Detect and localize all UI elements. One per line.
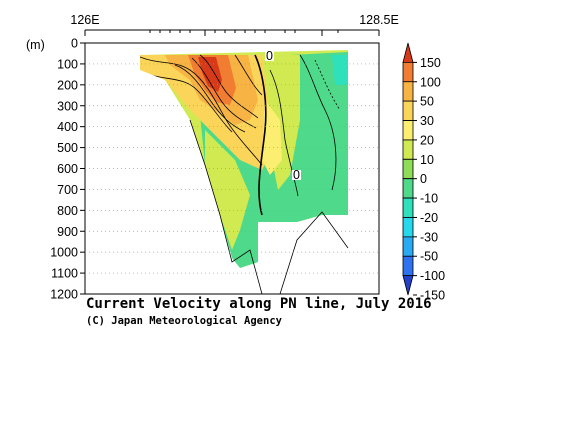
velocity-region [262, 100, 282, 175]
colorbar-label: 50 [420, 95, 434, 109]
colorbar-swatch [402, 236, 414, 257]
colorbar-label: -150 [420, 289, 445, 303]
colorbar-swatch [402, 217, 414, 238]
y-tick-label: 500 [57, 141, 78, 155]
contour-label-bg [292, 170, 301, 180]
velocity-contours [139, 54, 341, 216]
seafloor-line [279, 211, 349, 294]
top-axis-ticks [84, 30, 380, 36]
colorbar-label: -100 [420, 269, 445, 283]
colorbar-swatch [402, 139, 414, 160]
y-tick-label: 1100 [51, 267, 78, 281]
velocity-field-shading [140, 50, 348, 268]
colorbar-label: -10 [420, 192, 438, 206]
y-tick-label: 900 [57, 225, 78, 239]
y-tick-label: 100 [57, 57, 78, 71]
colorbar-swatch [402, 120, 414, 141]
bottom-topography [85, 70, 349, 294]
chart-title: Current Velocity along PN line, July 201… [86, 296, 432, 312]
colorbar-label: 150 [420, 56, 441, 70]
depth-axis: 0 100 200 300 400 500 600 700 800 900 1000 1100 1200 [50, 37, 379, 302]
y-tick-label: 1200 [50, 288, 78, 302]
colorbar-label: 30 [420, 114, 434, 128]
contour-label: 0 [266, 49, 273, 63]
contour-line [139, 56, 263, 166]
y-tick-label: 0 [71, 37, 78, 51]
contour-line [269, 69, 299, 197]
contour-line [314, 59, 341, 111]
contour-line [174, 64, 246, 133]
contour-line [299, 54, 337, 191]
seafloor-line [189, 119, 263, 294]
y-tick-label: 600 [57, 162, 78, 176]
colorbar-label: -20 [420, 211, 438, 225]
colorbar-swatch [402, 61, 414, 83]
contour-line [254, 54, 267, 216]
velocity-region [332, 55, 348, 85]
velocity-region [198, 57, 222, 92]
colorbar-swatch [402, 275, 414, 296]
colorbar-label: -30 [420, 230, 438, 244]
contour-label: 0 [293, 168, 300, 182]
contour-line [191, 57, 257, 129]
y-tick-label: 200 [57, 78, 78, 92]
velocity-region [205, 130, 250, 250]
colorbar-label: -50 [420, 250, 438, 264]
colorbar-swatch [402, 81, 414, 102]
y-tick-label: 1000 [50, 246, 78, 260]
colorbar-swatch [402, 178, 414, 199]
seafloor-left [85, 70, 240, 268]
contour-line [199, 54, 259, 119]
y-tick-label: 700 [57, 183, 78, 197]
x-tick-label-left: 126E [70, 13, 99, 27]
colorbar-swatch [402, 158, 414, 180]
contour-label-bg [265, 51, 274, 61]
x-tick-label-right: 128.5E [359, 13, 399, 27]
contour-line [234, 54, 263, 96]
y-tick-label: 300 [57, 99, 78, 113]
colorbar-label: 100 [420, 75, 441, 89]
colorbar-swatch [402, 255, 414, 277]
contour-line [149, 74, 233, 133]
colorbar-label: 0 [420, 172, 427, 186]
chart-credit: (C) Japan Meteorological Agency [86, 315, 283, 327]
y-tick-label: 800 [57, 204, 78, 218]
colorbar-swatch [402, 42, 414, 63]
colorbar-label: 10 [420, 153, 434, 167]
colorbar-swatch [402, 100, 414, 121]
colorbar-swatch [402, 197, 414, 218]
colorbar-label: 20 [420, 133, 434, 147]
y-unit-label: (m) [26, 38, 45, 52]
y-tick-label: 400 [57, 120, 78, 134]
